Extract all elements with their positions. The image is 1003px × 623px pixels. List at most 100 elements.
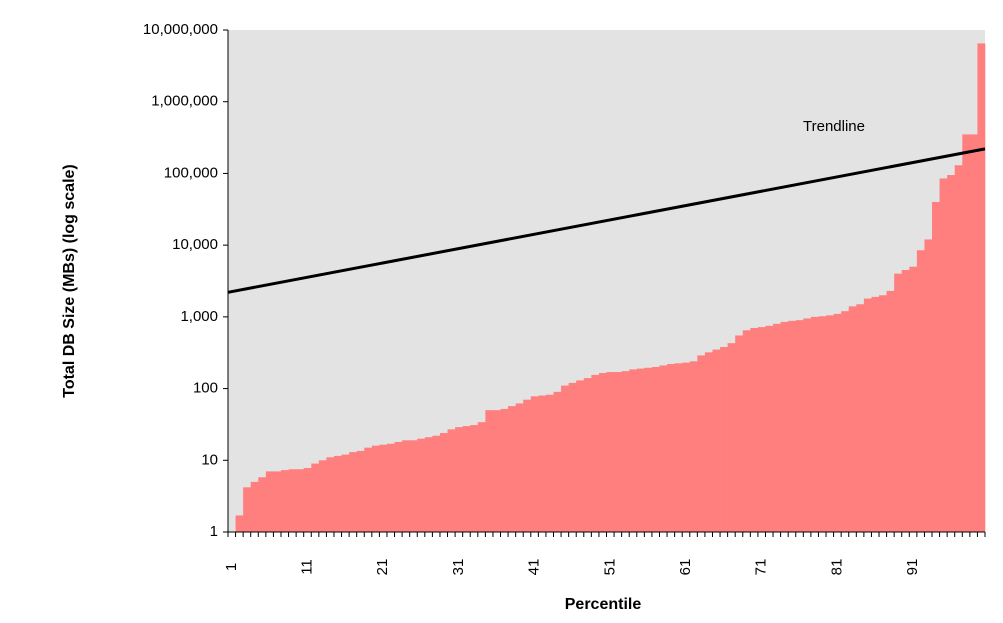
bar: [674, 363, 683, 532]
y-tick-label: 1: [210, 523, 218, 540]
bar: [447, 429, 456, 532]
bar: [621, 371, 630, 532]
bar: [500, 408, 509, 532]
bar: [523, 399, 532, 532]
x-tick-label: 81: [828, 559, 845, 576]
bar: [538, 395, 547, 532]
bar: [508, 406, 516, 532]
bar: [977, 43, 986, 533]
bar: [462, 426, 471, 532]
trendline: [227, 147, 986, 294]
bar: [409, 440, 418, 532]
bar: [901, 270, 910, 532]
bar: [561, 385, 569, 532]
bar: [939, 178, 948, 533]
bar: [735, 335, 744, 532]
bar: [258, 477, 267, 532]
bar: [909, 266, 918, 532]
bar: [349, 452, 357, 532]
bar: [530, 396, 539, 532]
bar: [651, 366, 660, 532]
x-tick-label: 41: [526, 559, 543, 576]
x-tick-label: 61: [677, 559, 694, 576]
bar: [417, 438, 426, 532]
bar: [818, 316, 827, 532]
bar: [704, 352, 713, 532]
x-tick-label: 1: [223, 563, 240, 571]
bar: [697, 355, 706, 532]
bar: [765, 325, 774, 532]
bar: [341, 454, 350, 532]
x-tick-label: 31: [450, 559, 467, 576]
bar: [863, 298, 872, 532]
x-tick-label: 71: [753, 559, 770, 576]
bar: [250, 481, 259, 532]
y-tick-label: 100: [193, 380, 218, 397]
x-tick-label: 51: [601, 559, 618, 576]
bar: [856, 304, 865, 532]
y-tick-label: 10,000: [172, 236, 218, 253]
x-tick-label: 11: [298, 559, 315, 575]
bar: [810, 316, 819, 532]
bar: [636, 368, 645, 532]
bar: [470, 425, 479, 532]
bar: [379, 444, 388, 532]
bar: [492, 410, 501, 532]
bar: [265, 471, 274, 532]
bar: [659, 365, 668, 532]
bar: [583, 378, 592, 532]
x-axis-title: Percentile: [565, 596, 642, 613]
bar: [394, 441, 403, 532]
y-tick-label: 10,000,000: [143, 21, 218, 38]
bar: [773, 323, 781, 532]
bar: [629, 369, 638, 532]
x-tick-label: 91: [904, 559, 921, 576]
bar: [311, 463, 320, 532]
annotation: Trendline: [803, 118, 865, 135]
bar: [932, 201, 940, 532]
bar: [606, 372, 615, 532]
bar: [667, 364, 675, 532]
bar: [742, 330, 751, 532]
bar: [712, 349, 721, 532]
bar: [962, 134, 971, 532]
bar: [833, 313, 842, 532]
bar: [439, 433, 448, 532]
bar: [356, 450, 365, 532]
y-tick-label: 1,000: [180, 308, 218, 325]
bar: [280, 470, 289, 532]
y-tick-label: 1,000,000: [151, 93, 218, 110]
bar: [598, 372, 607, 532]
bar: [591, 374, 600, 532]
bar: [576, 380, 585, 532]
bar: [455, 427, 463, 532]
bar: [402, 440, 410, 532]
bar: [826, 315, 834, 532]
bar: [243, 487, 252, 532]
bar: [296, 469, 304, 532]
bar: [515, 403, 524, 532]
bar: [886, 290, 895, 532]
bar: [424, 437, 433, 532]
bar: [273, 471, 282, 532]
bar: [477, 422, 486, 532]
bar: [318, 460, 327, 532]
bar: [788, 320, 797, 532]
bar: [795, 320, 804, 532]
y-axis-title: Total DB Size (MBs) (log scale): [61, 164, 78, 398]
bar: [614, 372, 622, 532]
bar: [545, 394, 554, 532]
bar: [432, 435, 441, 532]
bar: [485, 410, 494, 532]
y-tick-label: 100,000: [164, 164, 218, 181]
x-tick-label: 21: [374, 559, 391, 576]
bar: [750, 327, 759, 532]
bar: [326, 457, 335, 532]
bar: [841, 311, 850, 532]
bar: [333, 455, 342, 532]
bar: [871, 296, 880, 532]
bar: [916, 250, 925, 532]
bar: [235, 515, 244, 532]
bar: [780, 321, 789, 532]
